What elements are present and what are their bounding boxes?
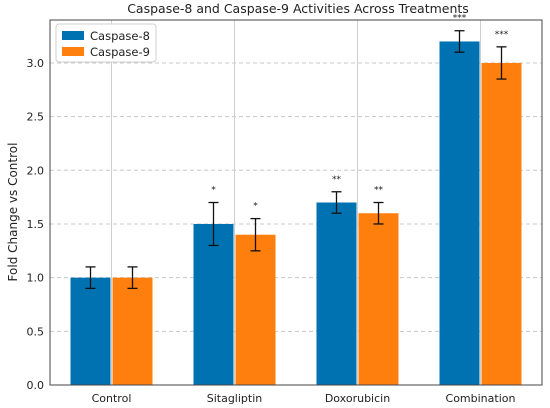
x-tick-label: Control	[92, 392, 132, 405]
bars-layer: ************	[70, 14, 522, 386]
grid-layer	[50, 20, 542, 385]
significance-label: ***	[453, 14, 467, 24]
chart-title: Caspase-8 and Caspase-9 Activities Acros…	[127, 1, 469, 16]
bar-caspase-8	[316, 202, 357, 385]
y-tick-label: 0.5	[27, 325, 45, 338]
significance-label: *	[253, 202, 258, 212]
axes-layer: 0.0 0.5 1.0 1.5 2.0 2.5 3.0 Control Sitagliptin D…	[27, 19, 543, 405]
legend-label: Caspase-9	[90, 45, 150, 59]
bar-caspase-8	[439, 41, 480, 386]
significance-label: *	[211, 186, 216, 196]
significance-label: **	[332, 175, 342, 185]
x-tick-label: Combination	[446, 392, 516, 405]
bar-caspase-9	[235, 234, 276, 385]
legend: Caspase-8 Caspase-9	[55, 23, 157, 63]
significance-label: ***	[495, 30, 509, 40]
plot-frame	[49, 19, 543, 386]
y-tick-label: 1.0	[27, 272, 45, 285]
legend-swatch	[62, 31, 84, 40]
y-tick-label: 3.0	[27, 57, 45, 70]
x-tick-label: Sitagliptin	[207, 392, 263, 405]
y-axis-label: Fold Change vs Control	[6, 143, 20, 282]
y-tick-label: 0.0	[27, 379, 45, 392]
bar-caspase-9	[481, 62, 522, 386]
y-tick-label: 2.5	[27, 111, 45, 124]
legend-swatch	[62, 47, 84, 56]
significance-label: **	[374, 186, 384, 196]
legend-label: Caspase-8	[90, 29, 150, 43]
bar-caspase-8	[193, 223, 234, 385]
x-tick-label: Doxorubicin	[325, 392, 390, 405]
bar-caspase-8	[70, 277, 111, 385]
bar-caspase-9	[112, 277, 153, 385]
y-tick-label: 1.5	[27, 218, 45, 231]
bar-caspase-9	[358, 213, 399, 385]
y-tick-label: 2.0	[27, 164, 45, 177]
